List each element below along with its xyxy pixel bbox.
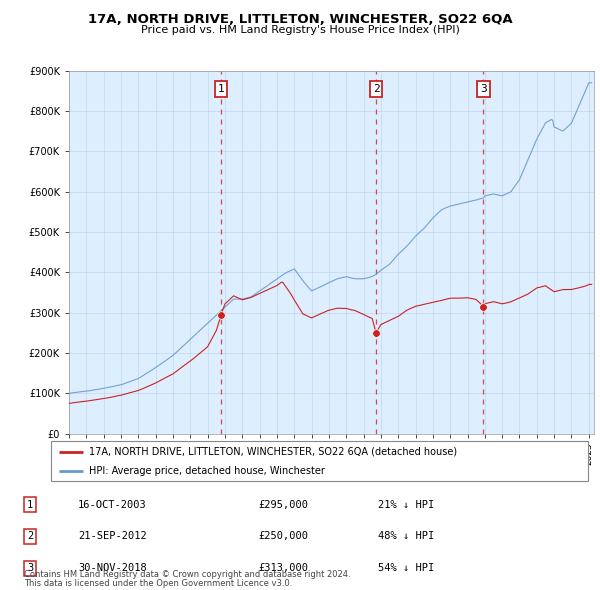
Text: 16-OCT-2003: 16-OCT-2003 <box>78 500 147 510</box>
Text: 2: 2 <box>27 532 33 542</box>
Text: £250,000: £250,000 <box>258 532 308 542</box>
Text: 17A, NORTH DRIVE, LITTLETON, WINCHESTER, SO22 6QA (detached house): 17A, NORTH DRIVE, LITTLETON, WINCHESTER,… <box>89 447 457 457</box>
FancyBboxPatch shape <box>51 441 588 481</box>
Text: 2: 2 <box>373 84 379 94</box>
Text: £313,000: £313,000 <box>258 563 308 573</box>
Text: Contains HM Land Registry data © Crown copyright and database right 2024.: Contains HM Land Registry data © Crown c… <box>24 571 350 579</box>
Text: 3: 3 <box>480 84 487 94</box>
Text: 17A, NORTH DRIVE, LITTLETON, WINCHESTER, SO22 6QA: 17A, NORTH DRIVE, LITTLETON, WINCHESTER,… <box>88 13 512 26</box>
Text: 3: 3 <box>27 563 33 573</box>
Text: 54% ↓ HPI: 54% ↓ HPI <box>378 563 434 573</box>
Text: HPI: Average price, detached house, Winchester: HPI: Average price, detached house, Winc… <box>89 466 325 476</box>
Text: 21-SEP-2012: 21-SEP-2012 <box>78 532 147 542</box>
Text: Price paid vs. HM Land Registry's House Price Index (HPI): Price paid vs. HM Land Registry's House … <box>140 25 460 35</box>
Text: 1: 1 <box>27 500 33 510</box>
Text: This data is licensed under the Open Government Licence v3.0.: This data is licensed under the Open Gov… <box>24 579 292 588</box>
Text: £295,000: £295,000 <box>258 500 308 510</box>
Text: 1: 1 <box>218 84 224 94</box>
Text: 48% ↓ HPI: 48% ↓ HPI <box>378 532 434 542</box>
Text: 30-NOV-2018: 30-NOV-2018 <box>78 563 147 573</box>
Text: 21% ↓ HPI: 21% ↓ HPI <box>378 500 434 510</box>
